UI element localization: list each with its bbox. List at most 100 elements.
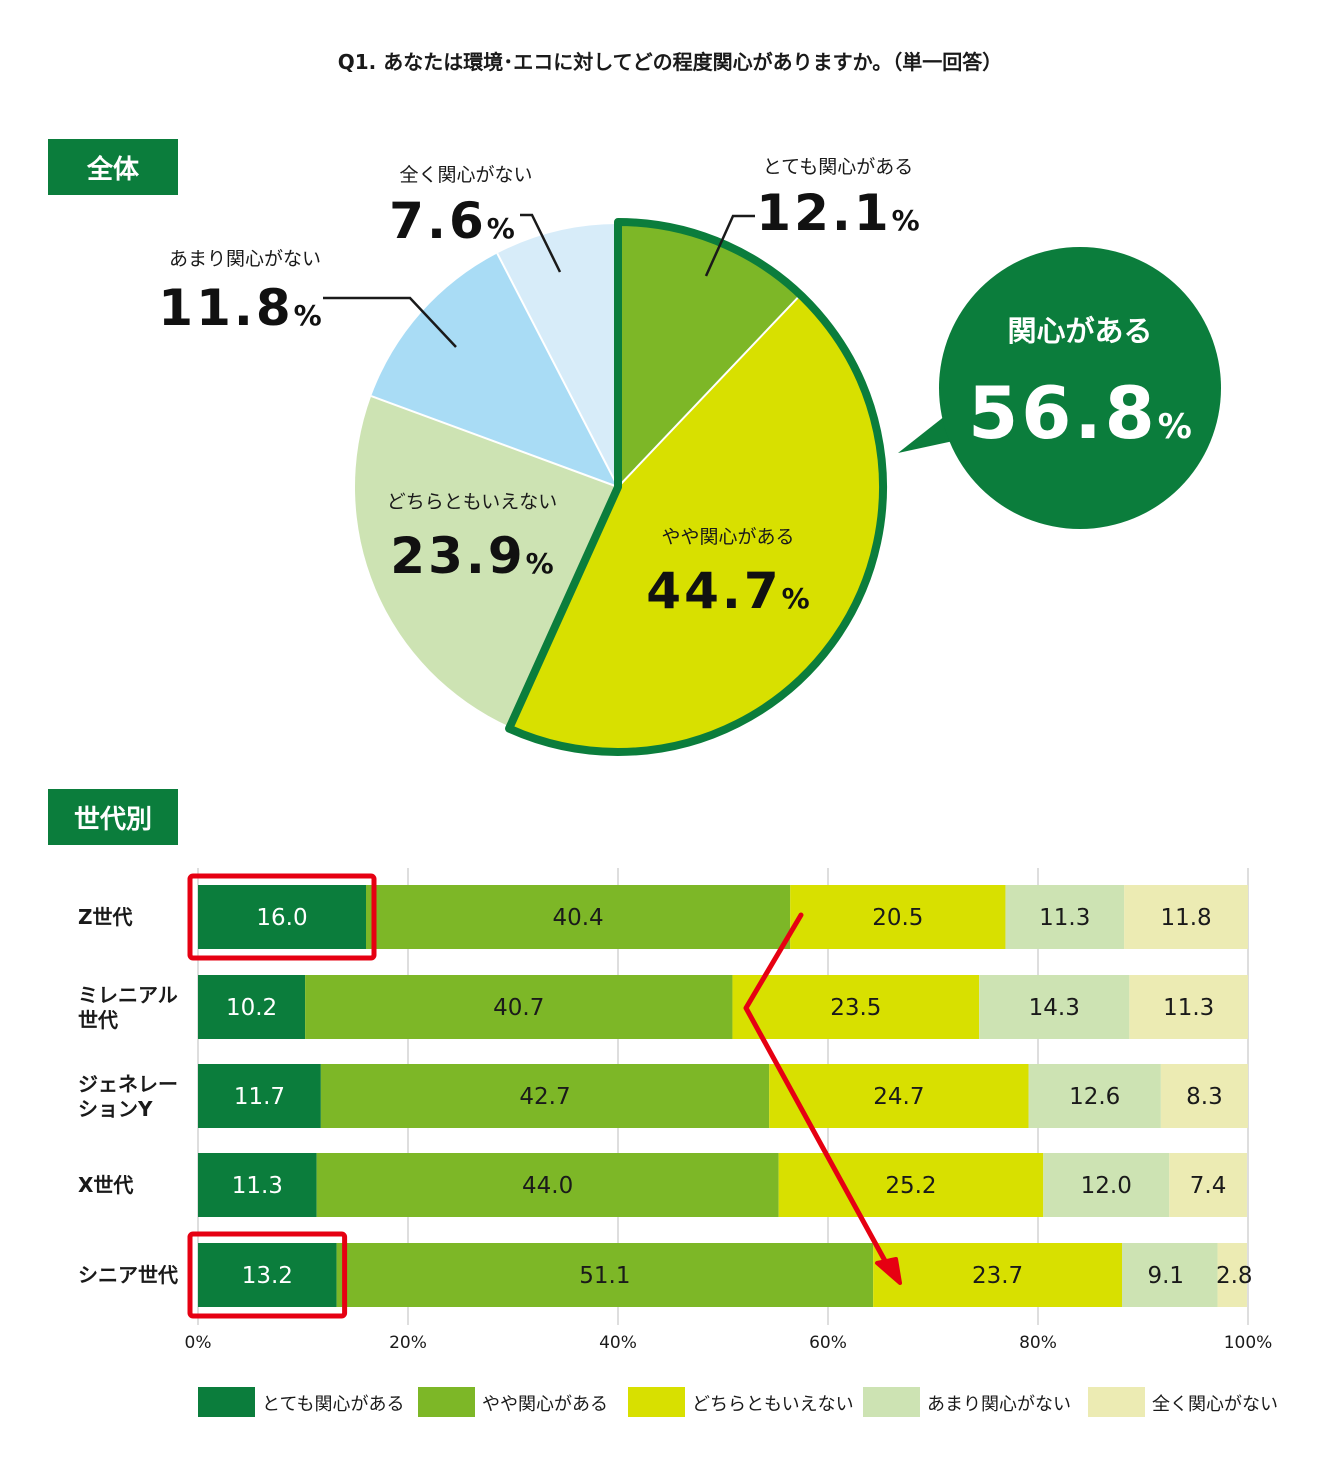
legend-label: どちらともいえない [692, 1394, 854, 1415]
pie-slice-3 [355, 396, 618, 727]
section-label-by-generation: 世代別 [48, 789, 178, 845]
bar-segment [366, 885, 791, 949]
trend-arrow-head [875, 1257, 902, 1285]
legend-label: とても関心がある [262, 1394, 405, 1415]
bar-value-label: 11.3 [1163, 995, 1214, 1021]
callout-value-percent: % [1158, 407, 1192, 447]
bar-value-label: 23.7 [972, 1263, 1023, 1289]
pie-divider [370, 395, 619, 488]
trend-arrow [743, 912, 893, 1273]
pie-divider [617, 295, 800, 488]
bar-value-label: 16.0 [256, 905, 307, 931]
bar-segment [778, 1153, 1044, 1217]
bar-value-label: 24.7 [873, 1084, 924, 1110]
category-label: X世代 [78, 1173, 133, 1197]
bar-value-label: 11.3 [232, 1173, 283, 1199]
bar-value-label: 40.7 [493, 995, 544, 1021]
pie-label-2: やや関心がある [661, 526, 794, 548]
bar-value-label: 7.4 [1190, 1173, 1227, 1199]
callout-value-number: 56.8 [968, 371, 1158, 455]
bar-segment [198, 1064, 321, 1128]
pie-chart: とても関心がある 12.1% やや関心がある 44.7% どちらともいえない 23.9% あ… [158, 156, 1221, 756]
bar-value-label: 13.2 [242, 1263, 293, 1289]
bar-segment [979, 975, 1130, 1039]
bar-value-label: 11.8 [1160, 905, 1211, 931]
legend-label: あまり関心がない [927, 1394, 1071, 1415]
legend-swatch [628, 1387, 685, 1417]
bar-segment [1122, 1243, 1218, 1307]
bar-segment [1160, 1064, 1248, 1128]
bar-value-label: 20.5 [872, 905, 923, 931]
category-label: ジェネレー [78, 1072, 178, 1096]
interested-outline [505, 218, 887, 756]
bar-segment [320, 1064, 770, 1128]
bar-segment [790, 885, 1006, 949]
bar-segment [1124, 885, 1248, 949]
pie-value-5: 7.6% [389, 192, 515, 250]
callout-label: 関心がある [1007, 314, 1152, 348]
bar-segment [198, 1153, 317, 1217]
bar-value-label: 12.6 [1069, 1084, 1120, 1110]
pie-value-2: 44.7% [646, 562, 809, 620]
bar-segment [198, 1243, 337, 1307]
callout-value: 56.8% [968, 371, 1192, 455]
bar-segment [1005, 885, 1125, 949]
bar-segment [198, 885, 366, 949]
pie-value-4: 11.8% [158, 279, 321, 337]
category-label: シニア世代 [78, 1263, 178, 1287]
legend-label: やや関心がある [482, 1394, 608, 1415]
pie-value-3: 23.9% [390, 527, 553, 585]
pie-value-number: 7.6 [389, 192, 487, 250]
pie-slice-4 [371, 253, 618, 487]
pie-label-4: あまり関心がない [169, 248, 321, 270]
bar-value-label: 14.3 [1029, 995, 1080, 1021]
legend-swatch [418, 1387, 475, 1417]
pie-value-percent: % [892, 204, 920, 237]
bar-value-label: 11.7 [234, 1084, 285, 1110]
pie-value-percent: % [294, 299, 322, 332]
callout-circle [939, 247, 1221, 529]
bar-value-label: 40.4 [552, 905, 603, 931]
pie-value-percent: % [526, 547, 554, 580]
callout-pointer [898, 412, 958, 453]
pie-label-1: とても関心がある [763, 156, 913, 178]
bar-segment [1043, 1153, 1170, 1217]
legend-label: 全く関心がない [1152, 1394, 1278, 1415]
pie-value-number: 44.7 [646, 562, 781, 620]
pie-value-number: 23.9 [390, 527, 525, 585]
leader-line-1 [704, 214, 755, 277]
legend-swatch [863, 1387, 920, 1417]
bar-segment [198, 975, 306, 1039]
bar-value-label: 10.2 [226, 995, 277, 1021]
bar-segment [305, 975, 733, 1039]
pie-slice-2 [509, 296, 881, 750]
x-tick-label: 100% [1224, 1333, 1273, 1353]
pie-label-5: 全く関心がない [399, 164, 532, 186]
bar-segment [316, 1153, 779, 1217]
bar-segment [1217, 1243, 1247, 1307]
x-tick-label: 40% [599, 1333, 637, 1353]
bar-value-label: 51.1 [579, 1263, 630, 1289]
x-tick-label: 20% [389, 1333, 427, 1353]
bar-value-label: 25.2 [885, 1173, 936, 1199]
bar-value-label: 11.3 [1039, 905, 1090, 931]
x-tick-label: 0% [185, 1333, 212, 1353]
bar-segment [873, 1243, 1122, 1307]
category-label: ミレニアル [78, 983, 178, 1007]
bar-value-label: 12.0 [1081, 1173, 1132, 1199]
legend-swatch [1088, 1387, 1145, 1417]
pie-slice-5 [497, 224, 618, 487]
bar-segment [1169, 1153, 1247, 1217]
category-label: 世代 [78, 1008, 118, 1032]
bar-segment [732, 975, 980, 1039]
bar-value-label: 9.1 [1147, 1263, 1184, 1289]
category-label: Z世代 [78, 905, 133, 929]
highlight-box [187, 873, 377, 961]
leader-line-5 [520, 213, 562, 273]
highlight-box [187, 1231, 348, 1319]
pie-value-percent: % [782, 582, 810, 615]
pie-divider [496, 252, 619, 488]
chart-title: Q1. あなたは環境･エコに対してどの程度関心がありますか。（単一回答） [337, 50, 1003, 74]
pie-slice-1 [618, 224, 800, 487]
